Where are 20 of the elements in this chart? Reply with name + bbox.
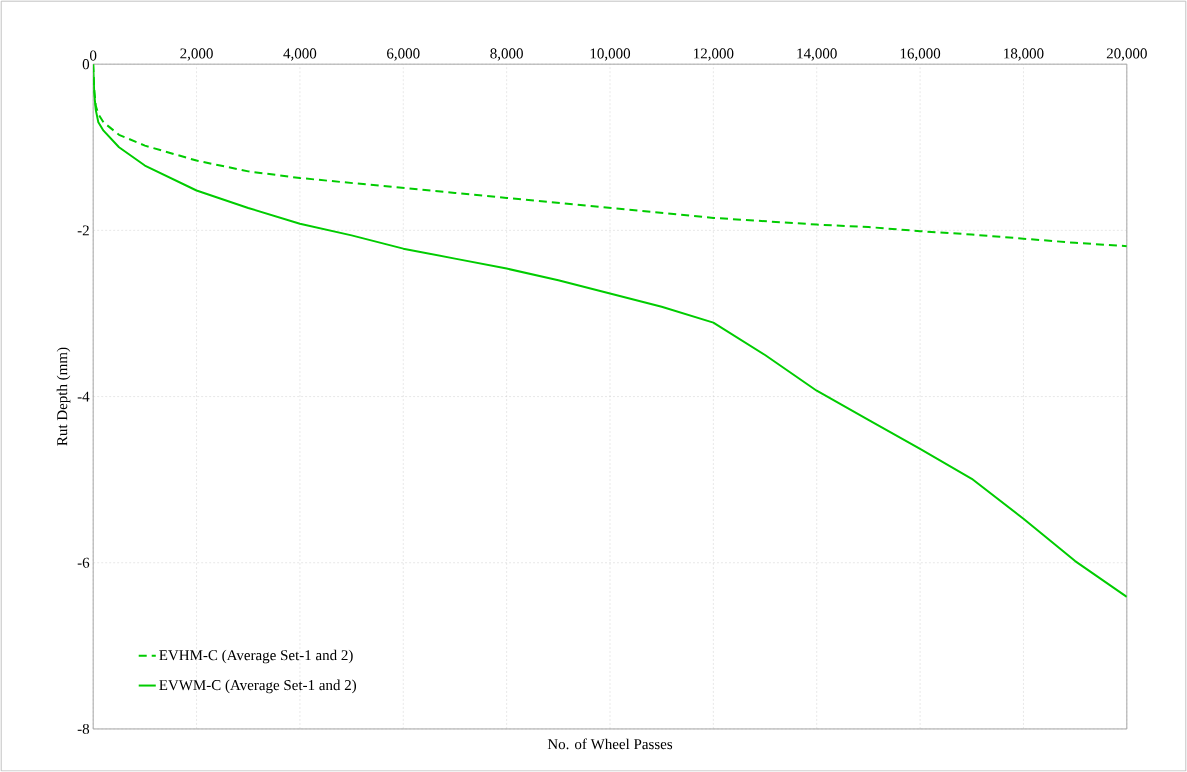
x-axis-title: No. of Wheel Passes xyxy=(547,738,673,750)
x-tick-label: 18,000 xyxy=(1004,48,1044,61)
y-tick-label: -8 xyxy=(77,723,90,734)
x-tick-label: 16,000 xyxy=(900,48,941,61)
x-tick-label: 4,000 xyxy=(283,48,317,61)
x-tick-label: 2,000 xyxy=(180,48,213,61)
x-tick-label: 8,000 xyxy=(490,48,523,61)
y-tick-label: 0 xyxy=(82,59,90,70)
legend-label: EVHM-C (Average Set-1 and 2) xyxy=(159,649,353,664)
y-tick-label: -4 xyxy=(77,391,90,402)
x-tick-label: 12,000 xyxy=(694,48,734,61)
y-tick-label: -2 xyxy=(77,225,89,236)
x-tick-label: 0 xyxy=(89,50,97,61)
x-tick-label: 14,000 xyxy=(797,48,837,61)
legend-label: EVWM-C (Average Set-1 and 2) xyxy=(159,679,357,694)
y-tick-label: -6 xyxy=(77,557,90,568)
x-tick-label: 6,000 xyxy=(387,48,420,61)
x-tick-label: 10,000 xyxy=(590,48,631,61)
x-tick-label: 20,000 xyxy=(1106,48,1147,61)
y-axis-title: Rut Depth (mm) xyxy=(56,347,71,446)
